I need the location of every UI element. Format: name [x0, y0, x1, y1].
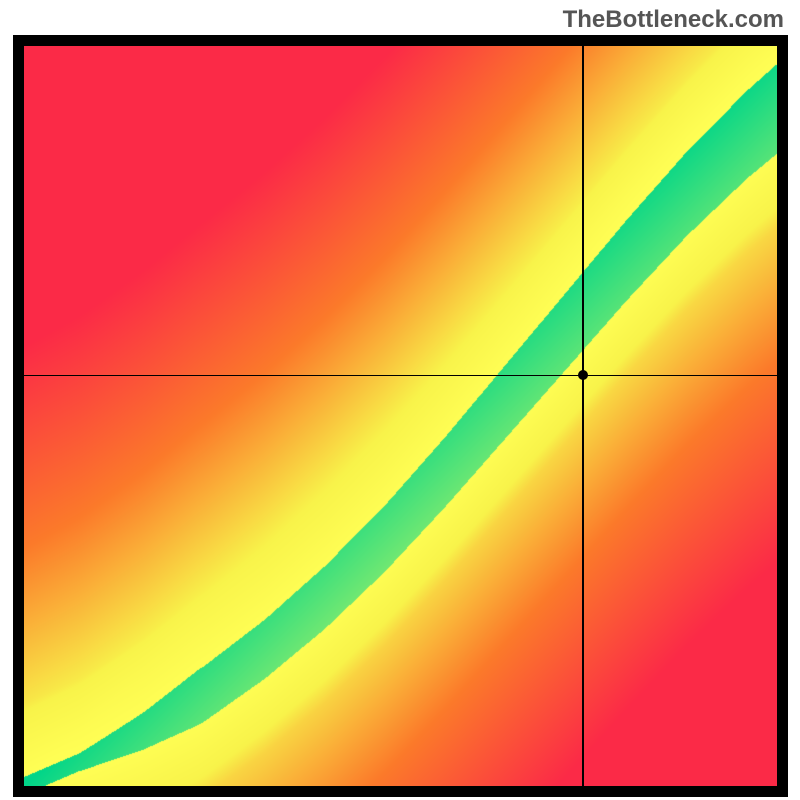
- crosshair-horizontal: [24, 375, 777, 377]
- crosshair-vertical: [582, 46, 584, 786]
- watermark-text: TheBottleneck.com: [563, 6, 784, 34]
- heatmap-canvas: [24, 46, 777, 786]
- plot-area: [24, 46, 777, 786]
- chart-frame: [13, 35, 788, 797]
- crosshair-marker: [578, 370, 588, 380]
